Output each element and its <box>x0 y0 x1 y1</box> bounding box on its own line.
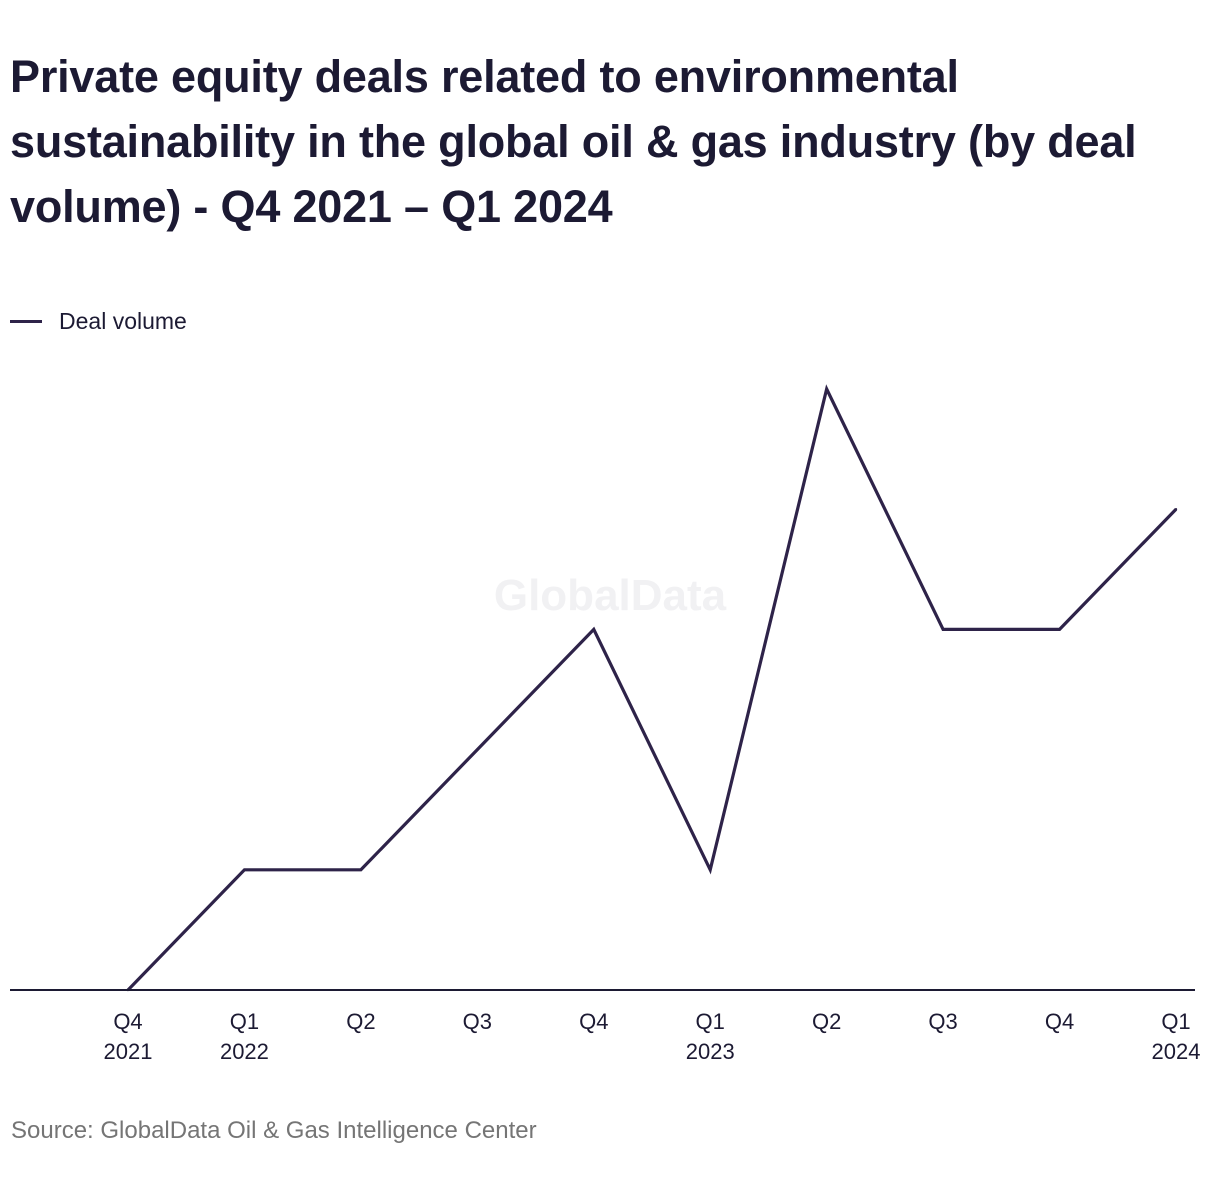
legend: Deal volume <box>10 306 187 336</box>
x-tick-label: Q3 <box>928 1009 957 1034</box>
x-tick-quarter: Q4 <box>113 1009 142 1034</box>
data-point <box>1174 508 1178 511</box>
legend-label: Deal volume <box>59 307 187 334</box>
x-tick-quarter: Q3 <box>928 1009 957 1034</box>
x-tick-label: Q1 2024 <box>1152 1009 1201 1064</box>
x-tick-quarter: Q4 <box>1045 1009 1074 1034</box>
x-tick-quarter: Q3 <box>463 1009 492 1034</box>
x-tick-label: Q2 <box>812 1009 841 1034</box>
x-tick-label: Q4 2021 <box>104 1009 153 1064</box>
data-point <box>359 868 363 871</box>
x-tick-label: Q4 <box>579 1009 608 1034</box>
x-tick-label: Q1 2022 <box>220 1009 269 1064</box>
watermark: GlobalData <box>494 571 727 620</box>
line-chart: GlobalData Q4 2021 Q1 2022 Q2 Q3 Q4 Q1 2023 Q2 Q3 Q… <box>10 384 1201 1064</box>
x-tick-year: 2023 <box>686 1039 735 1064</box>
x-tick-quarter: Q1 <box>1161 1009 1190 1034</box>
data-point <box>825 387 828 391</box>
x-tick-quarter: Q2 <box>812 1009 841 1034</box>
x-tick-quarter: Q1 <box>696 1009 725 1034</box>
x-tick-label: Q2 <box>346 1009 375 1034</box>
chart-title: Private equity deals related to environm… <box>10 51 1137 232</box>
legend-swatch <box>10 319 42 323</box>
data-point <box>592 628 595 631</box>
x-tick-quarter: Q4 <box>579 1009 608 1034</box>
data-point <box>1058 628 1061 631</box>
x-tick-quarter: Q1 <box>230 1009 259 1034</box>
series-line-0 <box>126 384 1178 992</box>
x-tick-label: Q4 <box>1045 1009 1074 1034</box>
x-tick-year: 2021 <box>104 1039 153 1064</box>
x-tick-label: Q3 <box>463 1009 492 1034</box>
x-tick-year: 2022 <box>220 1039 269 1064</box>
x-tick-quarter: Q2 <box>346 1009 375 1034</box>
x-tick-year: 2024 <box>1152 1039 1201 1064</box>
x-tick-label: Q1 2023 <box>686 1009 735 1064</box>
data-point <box>941 628 945 631</box>
source-note: Source: GlobalData Oil & Gas Intelligenc… <box>11 1117 537 1144</box>
data-point <box>243 868 246 871</box>
data-point <box>476 748 479 751</box>
data-point <box>709 868 712 871</box>
